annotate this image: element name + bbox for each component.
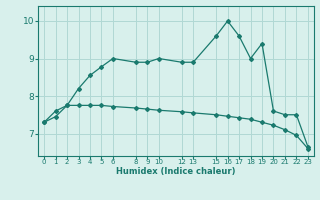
X-axis label: Humidex (Indice chaleur): Humidex (Indice chaleur) [116,167,236,176]
